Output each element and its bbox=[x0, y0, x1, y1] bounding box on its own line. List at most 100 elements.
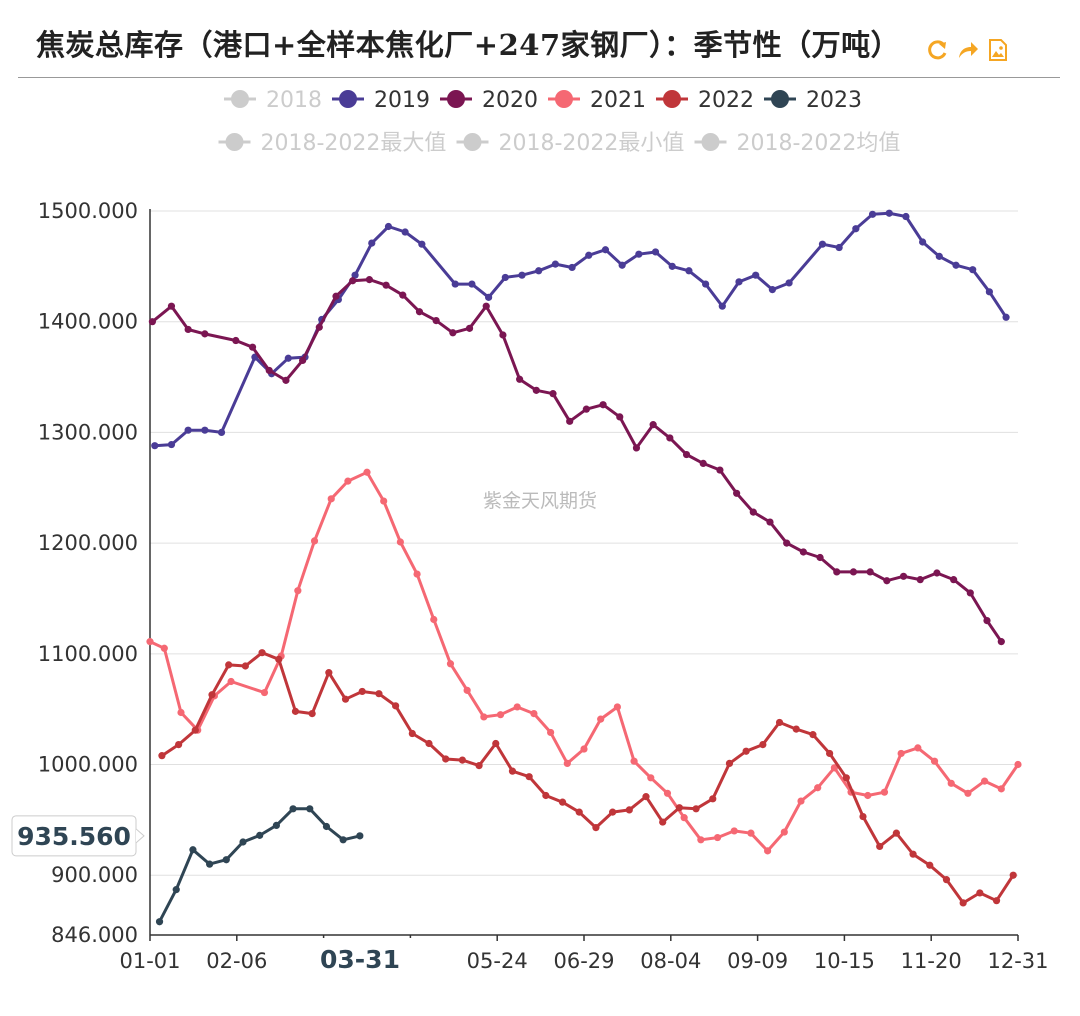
data-point[interactable] bbox=[415, 308, 424, 316]
data-point[interactable] bbox=[592, 824, 600, 832]
data-point[interactable] bbox=[964, 789, 972, 797]
data-point[interactable] bbox=[217, 428, 226, 437]
data-point[interactable] bbox=[883, 577, 891, 585]
data-point[interactable] bbox=[852, 225, 860, 233]
data-point[interactable] bbox=[358, 687, 366, 696]
data-point[interactable] bbox=[418, 240, 426, 248]
data-point[interactable] bbox=[227, 677, 235, 686]
data-point[interactable] bbox=[241, 662, 249, 670]
data-point[interactable] bbox=[876, 842, 884, 851]
data-point[interactable] bbox=[764, 847, 772, 855]
data-point[interactable] bbox=[797, 797, 805, 805]
data-point[interactable] bbox=[632, 444, 641, 452]
data-point[interactable] bbox=[201, 426, 209, 434]
data-point[interactable] bbox=[859, 812, 867, 821]
data-point[interactable] bbox=[747, 829, 755, 837]
data-point[interactable] bbox=[752, 271, 760, 279]
data-point[interactable] bbox=[299, 356, 307, 365]
data-point[interactable] bbox=[225, 661, 233, 669]
data-point[interactable] bbox=[809, 731, 817, 739]
data-point[interactable] bbox=[325, 669, 333, 677]
legend-item-2018-2022均值[interactable]: 2018-2022均值 bbox=[694, 131, 901, 156]
data-point[interactable] bbox=[983, 617, 991, 625]
data-point[interactable] bbox=[697, 836, 705, 844]
data-point[interactable] bbox=[935, 252, 943, 260]
data-point[interactable] bbox=[997, 785, 1005, 793]
data-point[interactable] bbox=[713, 833, 722, 842]
data-point[interactable] bbox=[432, 316, 440, 325]
data-point[interactable] bbox=[816, 553, 824, 562]
data-point[interactable] bbox=[468, 280, 476, 288]
data-point[interactable] bbox=[549, 390, 557, 398]
data-point[interactable] bbox=[568, 263, 576, 272]
data-point[interactable] bbox=[289, 805, 297, 813]
data-point[interactable] bbox=[868, 210, 877, 218]
data-point[interactable] bbox=[563, 759, 571, 768]
data-point[interactable] bbox=[647, 774, 655, 782]
legend-item-2023[interactable]: 2023 bbox=[764, 88, 862, 113]
data-point[interactable] bbox=[969, 266, 977, 274]
data-point[interactable] bbox=[551, 260, 559, 268]
data-point[interactable] bbox=[201, 330, 209, 338]
data-point[interactable] bbox=[310, 537, 319, 545]
data-point[interactable] bbox=[942, 876, 951, 884]
data-point[interactable] bbox=[384, 222, 393, 231]
data-point[interactable] bbox=[260, 688, 269, 697]
data-point[interactable] bbox=[609, 808, 617, 816]
data-point[interactable] bbox=[248, 343, 257, 351]
legend-item-2018-2022最小值[interactable]: 2018-2022最小值 bbox=[456, 131, 685, 156]
data-point[interactable] bbox=[380, 497, 388, 505]
data-point[interactable] bbox=[146, 638, 154, 646]
data-point[interactable] bbox=[308, 709, 316, 718]
data-point[interactable] bbox=[814, 784, 822, 792]
data-point[interactable] bbox=[349, 277, 357, 285]
data-point[interactable] bbox=[613, 703, 621, 711]
data-point[interactable] bbox=[733, 489, 741, 497]
data-point[interactable] bbox=[401, 228, 409, 236]
data-point[interactable] bbox=[327, 495, 335, 503]
data-point[interactable] bbox=[649, 421, 657, 429]
data-point[interactable] bbox=[382, 281, 390, 289]
data-point[interactable] bbox=[575, 808, 583, 816]
data-point[interactable] bbox=[1014, 760, 1022, 769]
data-point[interactable] bbox=[499, 331, 507, 339]
data-point[interactable] bbox=[475, 762, 483, 770]
data-point[interactable] bbox=[642, 793, 650, 801]
data-point[interactable] bbox=[916, 576, 924, 584]
data-point[interactable] bbox=[458, 756, 466, 764]
legend-item-2019[interactable]: 2019 bbox=[332, 88, 430, 113]
data-point[interactable] bbox=[885, 209, 893, 217]
data-point[interactable] bbox=[818, 240, 827, 248]
data-point[interactable] bbox=[184, 426, 192, 434]
data-point[interactable] bbox=[680, 814, 688, 822]
data-point[interactable] bbox=[783, 539, 791, 547]
data-point[interactable] bbox=[709, 795, 717, 803]
data-point[interactable] bbox=[950, 576, 958, 584]
data-point[interactable] bbox=[363, 468, 371, 476]
data-point[interactable] bbox=[547, 728, 555, 737]
data-point[interactable] bbox=[282, 376, 290, 384]
data-point[interactable] bbox=[272, 821, 280, 830]
data-point[interactable] bbox=[663, 789, 672, 797]
data-point[interactable] bbox=[368, 239, 376, 247]
data-point[interactable] bbox=[830, 764, 838, 772]
data-point[interactable] bbox=[630, 757, 638, 765]
data-point[interactable] bbox=[375, 690, 383, 698]
data-point[interactable] bbox=[558, 798, 567, 806]
data-point[interactable] bbox=[702, 280, 710, 288]
data-point[interactable] bbox=[344, 477, 352, 485]
data-point[interactable] bbox=[835, 243, 843, 252]
data-point[interactable] bbox=[730, 827, 738, 835]
data-point[interactable] bbox=[206, 860, 214, 868]
data-point[interactable] bbox=[966, 589, 974, 597]
data-point[interactable] bbox=[222, 856, 230, 864]
data-point[interactable] bbox=[926, 861, 934, 869]
data-point[interactable] bbox=[799, 548, 807, 556]
data-point[interactable] bbox=[392, 702, 400, 710]
data-point[interactable] bbox=[1009, 871, 1017, 879]
data-point[interactable] bbox=[585, 251, 593, 259]
legend-item-2018-2022最大值[interactable]: 2018-2022最大值 bbox=[218, 131, 447, 156]
data-point[interactable] bbox=[542, 791, 550, 800]
data-point[interactable] bbox=[625, 806, 633, 814]
data-point[interactable] bbox=[930, 757, 939, 765]
